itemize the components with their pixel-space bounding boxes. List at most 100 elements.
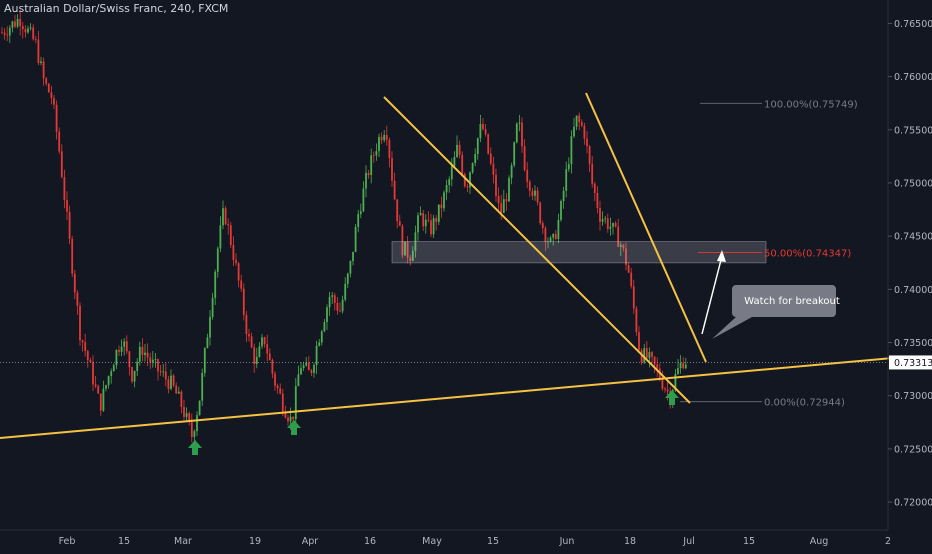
candle-body xyxy=(73,273,76,293)
candle-body xyxy=(318,342,321,346)
candle-body xyxy=(461,154,464,175)
candle-body xyxy=(276,385,279,389)
y-tick-label: 0.76000 xyxy=(894,72,932,83)
candle-body xyxy=(640,350,643,363)
y-tick-label: 0.76500 xyxy=(894,19,932,30)
candle-body xyxy=(133,370,136,382)
candle-body xyxy=(593,183,596,194)
resistance-zone xyxy=(391,241,767,264)
candle-body xyxy=(622,244,625,249)
candle-body xyxy=(445,185,448,193)
fib-level-label: 100.00%(0.75749) xyxy=(764,99,858,110)
candle-body xyxy=(492,163,495,175)
candle-body xyxy=(367,172,370,176)
candle-body xyxy=(300,368,302,375)
candle-body xyxy=(500,203,503,213)
candle-body xyxy=(136,361,139,371)
candle-body xyxy=(27,28,29,33)
candle-body xyxy=(86,351,89,361)
candle-body xyxy=(240,280,243,289)
candle-body xyxy=(141,346,144,355)
candle-body xyxy=(53,98,55,105)
candle-body xyxy=(94,384,97,387)
candle-body xyxy=(346,273,349,284)
candle-body xyxy=(414,232,417,251)
candle-body xyxy=(279,388,282,394)
candle-body xyxy=(68,211,71,239)
x-tick-label: 15 xyxy=(118,536,130,547)
candle-body xyxy=(118,350,120,352)
candle-body xyxy=(21,26,24,30)
candle-body xyxy=(235,260,237,264)
candle-body xyxy=(144,352,146,355)
support-trendline xyxy=(0,357,894,439)
candle-body xyxy=(471,163,474,173)
candle-body xyxy=(216,248,219,272)
candle-body xyxy=(310,370,313,373)
candle-body xyxy=(375,151,378,156)
candle-body xyxy=(609,226,612,229)
candle-body xyxy=(320,331,323,343)
breakout-arrow xyxy=(701,255,723,335)
current-price-tag xyxy=(889,355,932,370)
candle-body xyxy=(281,393,284,412)
candle-body xyxy=(162,371,165,373)
candle-body xyxy=(37,39,40,64)
candle-body xyxy=(482,123,484,130)
candle-body xyxy=(606,218,609,229)
x-tick-label: Mar xyxy=(174,536,192,547)
candle-body xyxy=(422,213,425,227)
candle-body xyxy=(479,123,482,139)
candle-body xyxy=(209,316,211,338)
candle-body xyxy=(115,350,118,366)
candle-body xyxy=(487,134,490,154)
candle-body xyxy=(648,352,651,359)
candle-body xyxy=(185,413,188,417)
candle-body xyxy=(565,169,568,191)
x-tick-label: Jun xyxy=(559,536,575,547)
candle-body xyxy=(154,359,157,360)
candle-body xyxy=(227,224,230,226)
candle-body xyxy=(50,92,53,99)
y-tick-label: 0.72500 xyxy=(894,444,932,455)
candle-body xyxy=(544,228,547,243)
candle-body xyxy=(151,359,154,363)
y-tick-label: 0.75500 xyxy=(894,125,932,136)
candle-body xyxy=(666,389,669,392)
candle-body xyxy=(393,180,396,200)
candle-body xyxy=(432,218,435,235)
candle-body xyxy=(536,190,539,203)
candle-body xyxy=(344,283,347,300)
candle-body xyxy=(242,288,245,315)
candle-body xyxy=(214,271,217,298)
candle-body xyxy=(294,386,297,420)
candle-body xyxy=(557,219,560,239)
candle-body xyxy=(627,265,630,273)
candle-body xyxy=(60,151,63,178)
x-tick-label: 15 xyxy=(743,536,755,547)
callout-text: Watch for breakout xyxy=(744,296,840,307)
candle-body xyxy=(578,115,581,123)
candle-body xyxy=(378,136,380,152)
candle-body xyxy=(645,348,648,359)
candle-body xyxy=(549,237,552,242)
candle-body xyxy=(258,346,261,357)
candle-body xyxy=(183,406,185,417)
candle-body xyxy=(448,179,451,186)
candle-body xyxy=(450,166,453,180)
up-arrow-icon xyxy=(188,440,202,455)
candle-body xyxy=(339,310,341,312)
candle-body xyxy=(372,155,375,157)
candle-body xyxy=(612,222,614,227)
candle-body xyxy=(575,115,578,127)
candle-body xyxy=(398,221,401,226)
fib-level-label: 0.00%(0.72944) xyxy=(764,398,845,409)
candle-body xyxy=(170,375,172,389)
candle-body xyxy=(661,379,664,389)
candle-body xyxy=(682,363,685,369)
candle-body xyxy=(411,250,414,261)
candle-body xyxy=(261,337,263,347)
